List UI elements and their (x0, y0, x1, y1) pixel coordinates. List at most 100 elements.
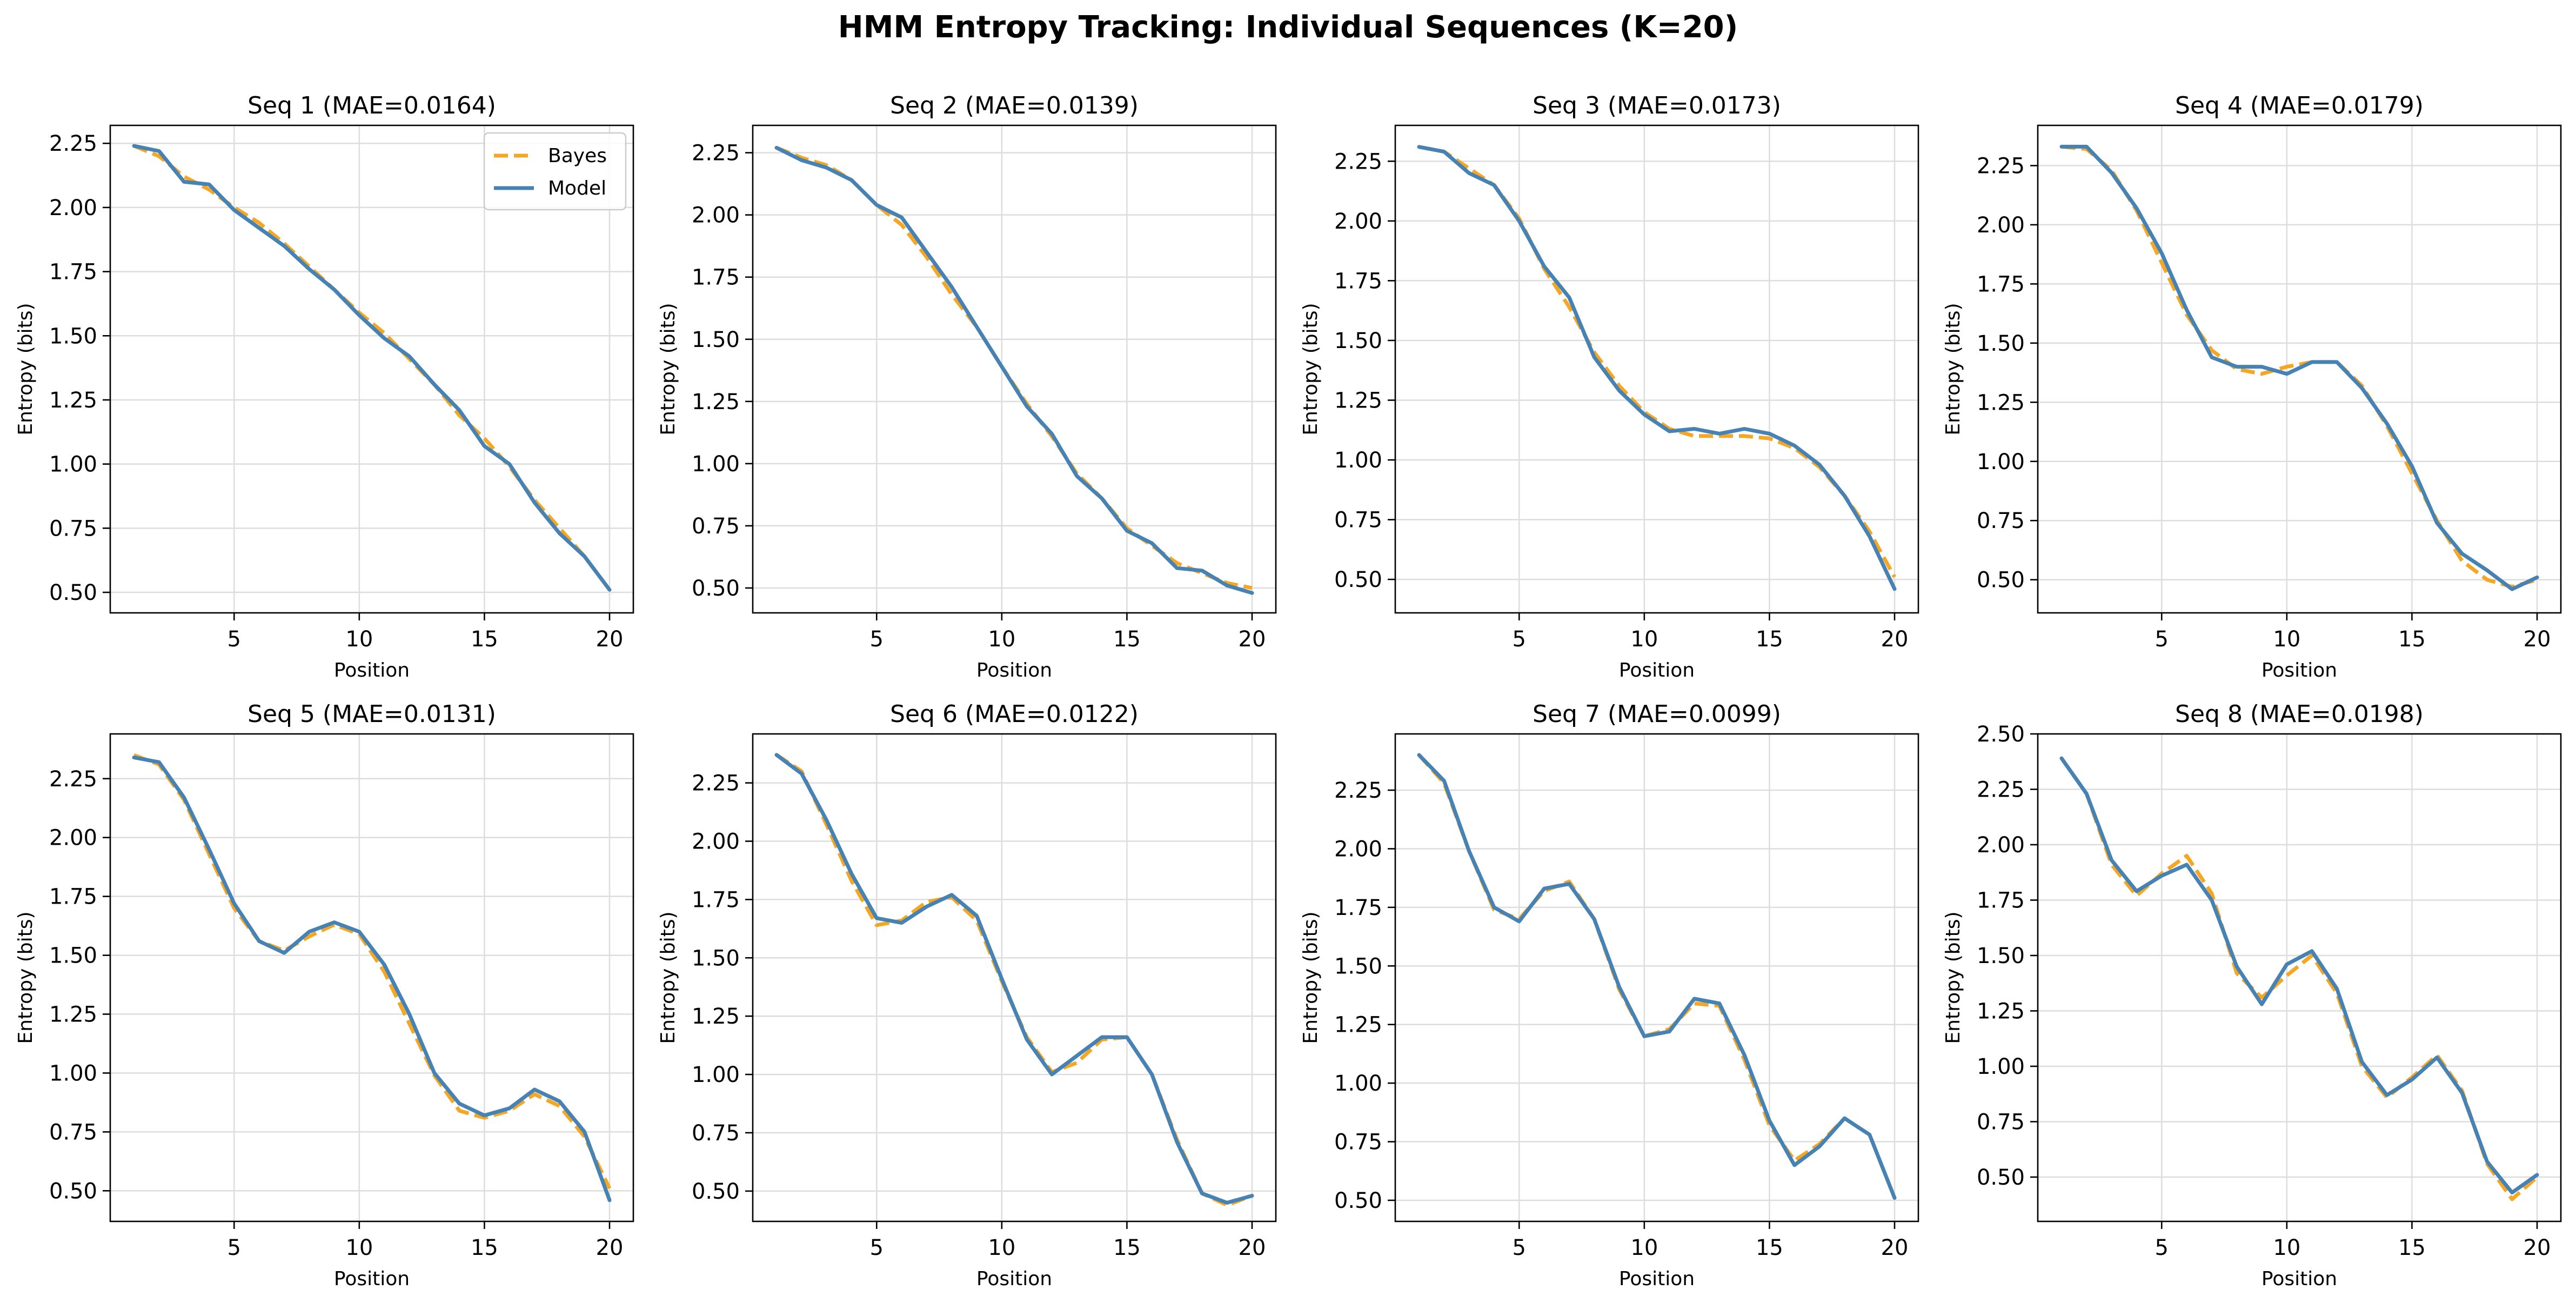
x-axis-label: Position (2261, 659, 2337, 681)
y-tick-label: 0.50 (1977, 1165, 2025, 1190)
y-tick-label: 2.25 (692, 771, 740, 796)
y-tick-label: 1.50 (1977, 944, 2025, 968)
y-tick-label: 0.75 (1977, 509, 2025, 533)
model-series-line (2059, 144, 2539, 591)
y-tick-label: 2.25 (692, 141, 740, 166)
x-tick-label: 10 (2273, 627, 2300, 652)
bayes-series-line (775, 146, 1253, 590)
x-tick-label: 20 (1881, 627, 1909, 652)
bayes-series-line (133, 144, 611, 591)
y-tick-label: 1.75 (1977, 888, 2025, 913)
x-tick-label: 20 (1239, 627, 1266, 652)
y-tick-label: 1.00 (1334, 1071, 1382, 1096)
y-tick-label: 2.25 (1334, 149, 1382, 174)
y-tick-label: 1.75 (1334, 269, 1382, 293)
x-tick-label: 20 (596, 627, 624, 652)
y-tick-label: 0.50 (1977, 568, 2025, 593)
x-axis-label: Position (976, 1268, 1052, 1290)
y-tick-label: 1.25 (692, 390, 740, 415)
model-series-line (1417, 145, 1897, 591)
y-tick-label: 2.25 (1334, 778, 1382, 803)
legend: Bayes Model (483, 132, 627, 211)
y-tick-label: 0.50 (1334, 567, 1382, 592)
y-axis-label: Entropy (bits) (657, 911, 679, 1044)
y-tick-label: 1.75 (49, 260, 97, 285)
model-series-line (1417, 753, 1897, 1200)
y-axis-label: Entropy (bits) (15, 911, 37, 1044)
y-tick-label: 1.50 (692, 328, 740, 352)
x-tick-label: 15 (2398, 627, 2426, 652)
y-tick-label: 2.00 (1334, 209, 1382, 234)
x-axis-label: Position (976, 659, 1052, 681)
y-tick-label: 1.50 (49, 324, 97, 349)
x-tick-label: 15 (1113, 1235, 1141, 1260)
y-tick-label: 0.75 (49, 1120, 97, 1145)
model-series-line (132, 756, 612, 1202)
subplot-3: 5 10 15 20 0.50 0.75 1.00 1.25 1.50 1.75 2.00 2.25 S… (1300, 92, 1919, 681)
axes-frame (752, 124, 1277, 614)
y-tick-label: 1.75 (1334, 896, 1382, 920)
axes-frame (109, 124, 634, 614)
y-tick-label: 1.25 (1334, 1013, 1382, 1038)
x-axis-label: Position (334, 1268, 410, 1290)
subplot-1: 5 10 15 20 0.50 0.75 1.00 1.25 1.50 1.75 2.00 2.25 S… (15, 92, 634, 681)
y-axis-label: Entropy (bits) (15, 303, 37, 435)
y-tick-label: 1.00 (1977, 450, 2025, 475)
subplot-title: Seq 6 (MAE=0.0122) (890, 700, 1139, 728)
y-tick-label: 0.50 (692, 1179, 740, 1204)
y-tick-label: 1.50 (1334, 954, 1382, 979)
x-tick-label: 5 (870, 627, 884, 652)
subplot-2: 5 10 15 20 0.50 0.75 1.00 1.25 1.50 1.75 2.00 2.25 S… (657, 92, 1277, 681)
x-tick-label: 5 (2155, 1235, 2169, 1260)
subplot-6: 5 10 15 20 0.50 0.75 1.00 1.25 1.50 1.75 2.00 2.25 S… (657, 700, 1277, 1290)
x-tick-label: 10 (1630, 1235, 1658, 1260)
x-tick-label: 5 (870, 1235, 884, 1260)
y-tick-label: 2.00 (692, 830, 740, 854)
y-tick-label: 2.00 (1977, 213, 2025, 238)
subplot-title: Seq 4 (MAE=0.0179) (2175, 92, 2424, 119)
y-tick-label: 0.75 (49, 516, 97, 541)
y-tick-label: 2.00 (49, 826, 97, 851)
y-tick-label: 0.75 (1977, 1110, 2025, 1135)
y-axis-label: Entropy (bits) (1942, 303, 1964, 435)
subplot-title: Seq 7 (MAE=0.0099) (1533, 700, 1781, 728)
y-tick-label: 0.75 (1334, 508, 1382, 533)
y-tick-label: 2.25 (1977, 778, 2025, 803)
y-tick-label: 0.50 (49, 1179, 97, 1204)
y-tick-label: 1.25 (1977, 390, 2025, 415)
y-tick-label: 0.75 (1334, 1130, 1382, 1155)
y-tick-label: 1.00 (692, 452, 740, 477)
x-tick-label: 15 (1756, 1235, 1783, 1260)
legend-box (483, 132, 627, 211)
y-tick-label: 2.25 (49, 131, 97, 156)
subplot-title: Seq 5 (MAE=0.0131) (247, 700, 496, 728)
model-series-line (132, 144, 612, 592)
axes-frame (752, 733, 1277, 1222)
y-tick-label: 2.00 (1977, 833, 2025, 858)
y-axis-label: Entropy (bits) (657, 303, 679, 435)
y-tick-label: 1.25 (49, 1003, 97, 1027)
y-tick-label: 0.50 (692, 576, 740, 601)
y-tick-label: 1.50 (1334, 329, 1382, 353)
y-axis-label: Entropy (bits) (1942, 911, 1964, 1044)
y-tick-label: 1.00 (1334, 448, 1382, 473)
legend-bayes-label: Bayes (548, 145, 607, 167)
x-tick-label: 10 (988, 1235, 1015, 1260)
subplot-title: Seq 3 (MAE=0.0173) (1533, 92, 1781, 119)
y-tick-label: 1.00 (692, 1063, 740, 1087)
y-tick-label: 2.50 (1977, 722, 2025, 747)
y-tick-label: 0.50 (49, 580, 97, 605)
axes-frame (109, 733, 634, 1222)
x-tick-label: 15 (471, 1235, 498, 1260)
y-tick-label: 1.00 (49, 452, 97, 477)
axes-frame (1394, 733, 1919, 1222)
x-tick-label: 10 (988, 627, 1015, 652)
y-tick-label: 0.50 (1334, 1188, 1382, 1213)
subplot-7: 5 10 15 20 0.50 0.75 1.00 1.25 1.50 1.75 2.00 2.25 S… (1300, 700, 1919, 1290)
x-axis-label: Position (334, 659, 410, 681)
y-tick-label: 2.00 (692, 203, 740, 228)
x-tick-label: 20 (2524, 1235, 2551, 1260)
axes-frame (2037, 733, 2562, 1222)
x-tick-label: 5 (1513, 627, 1526, 652)
